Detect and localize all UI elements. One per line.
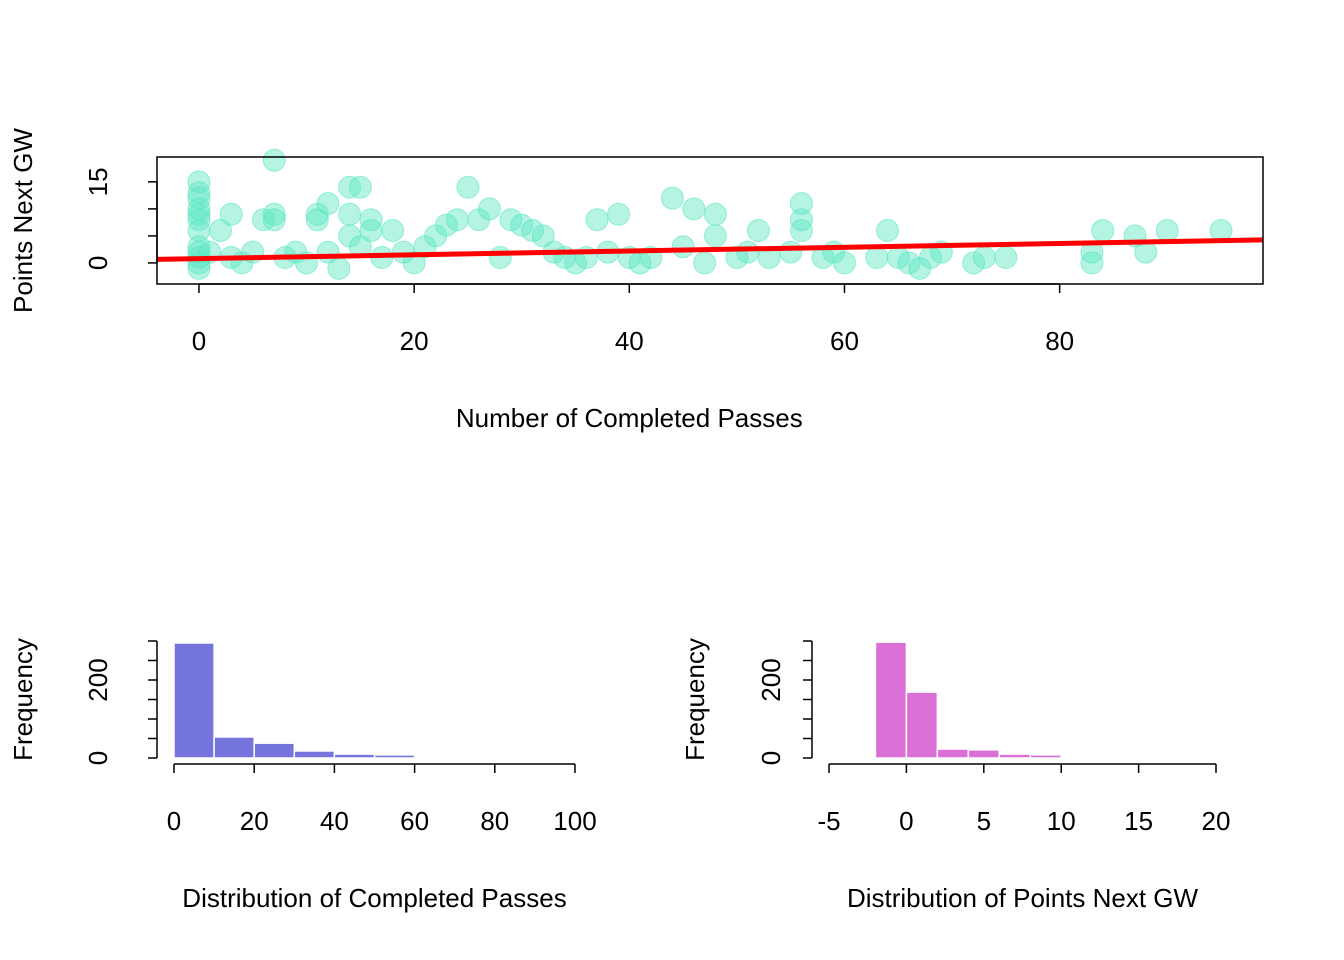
x-tick-label: 0 <box>192 326 206 356</box>
bar <box>413 756 456 759</box>
bar <box>373 754 416 759</box>
y-tick-label: 0 <box>83 751 113 765</box>
point <box>746 218 770 242</box>
x-tick-label: -5 <box>817 806 840 836</box>
point <box>208 218 232 242</box>
point <box>305 208 329 232</box>
bar <box>874 641 908 759</box>
bar <box>905 691 939 759</box>
x-tick-label: 20 <box>1202 806 1231 836</box>
point <box>445 208 469 232</box>
x-tick-label: 10 <box>1047 806 1076 836</box>
x-tick-label: 20 <box>400 326 429 356</box>
point <box>338 202 362 226</box>
bar <box>333 753 376 759</box>
point <box>488 246 512 270</box>
bar <box>1029 754 1062 759</box>
y-tick-label: 15 <box>83 167 113 196</box>
point <box>832 251 856 275</box>
point <box>693 251 717 275</box>
y-axis-title: Frequency <box>8 638 38 761</box>
y-tick-label: 200 <box>756 658 786 701</box>
x-tick-label: 40 <box>615 326 644 356</box>
point <box>477 197 501 221</box>
point <box>703 202 727 226</box>
x-tick-label: 100 <box>553 806 596 836</box>
point <box>897 251 921 275</box>
point <box>736 240 760 264</box>
y-tick-label: 0 <box>756 751 786 765</box>
point <box>671 235 695 259</box>
bar <box>936 748 970 759</box>
y-tick-label: 0 <box>83 256 113 270</box>
point <box>187 202 211 226</box>
x-axis-title: Distribution of Completed Passes <box>182 883 566 913</box>
x-tick-label: 80 <box>1045 326 1074 356</box>
point <box>316 191 340 215</box>
x-tick-label: 15 <box>1124 806 1153 836</box>
point <box>402 251 426 275</box>
point <box>510 213 534 237</box>
point <box>607 202 631 226</box>
point <box>725 246 749 270</box>
point <box>348 175 372 199</box>
point <box>779 240 803 264</box>
point <box>456 175 480 199</box>
point <box>660 186 684 210</box>
point <box>1080 251 1104 275</box>
point <box>1155 218 1179 242</box>
point <box>359 218 383 242</box>
y-axis-title: Points Next GW <box>8 128 38 313</box>
bar <box>967 749 1001 759</box>
x-axis-title: Distribution of Points Next GW <box>847 883 1199 913</box>
bar <box>293 750 336 759</box>
point <box>381 218 405 242</box>
point <box>962 251 986 275</box>
x-tick-label: 60 <box>400 806 429 836</box>
point <box>262 148 286 172</box>
point <box>262 208 286 232</box>
point <box>531 224 555 248</box>
point <box>520 218 544 242</box>
point <box>585 208 609 232</box>
point <box>682 197 706 221</box>
point <box>789 191 813 215</box>
bar <box>998 753 1031 759</box>
bar <box>253 742 296 759</box>
point <box>219 202 243 226</box>
point <box>262 202 286 226</box>
x-tick-label: 60 <box>830 326 859 356</box>
point <box>972 246 996 270</box>
trend-line <box>156 237 1264 262</box>
y-axis-title: Frequency <box>680 638 710 761</box>
point <box>327 256 351 280</box>
point <box>434 213 458 237</box>
y-tick-label: 200 <box>83 658 113 701</box>
point <box>876 218 900 242</box>
x-tick-label: 5 <box>977 806 991 836</box>
point <box>865 246 889 270</box>
bar <box>173 642 215 759</box>
x-tick-label: 20 <box>240 806 269 836</box>
point <box>789 218 813 242</box>
x-tick-label: 0 <box>899 806 913 836</box>
point <box>703 224 727 248</box>
point <box>499 208 523 232</box>
point <box>994 246 1018 270</box>
point <box>1091 218 1115 242</box>
x-axis-title: Number of Completed Passes <box>456 403 803 433</box>
x-tick-label: 0 <box>167 806 181 836</box>
x-tick-label: 40 <box>320 806 349 836</box>
bar <box>213 736 255 759</box>
x-tick-label: 80 <box>480 806 509 836</box>
